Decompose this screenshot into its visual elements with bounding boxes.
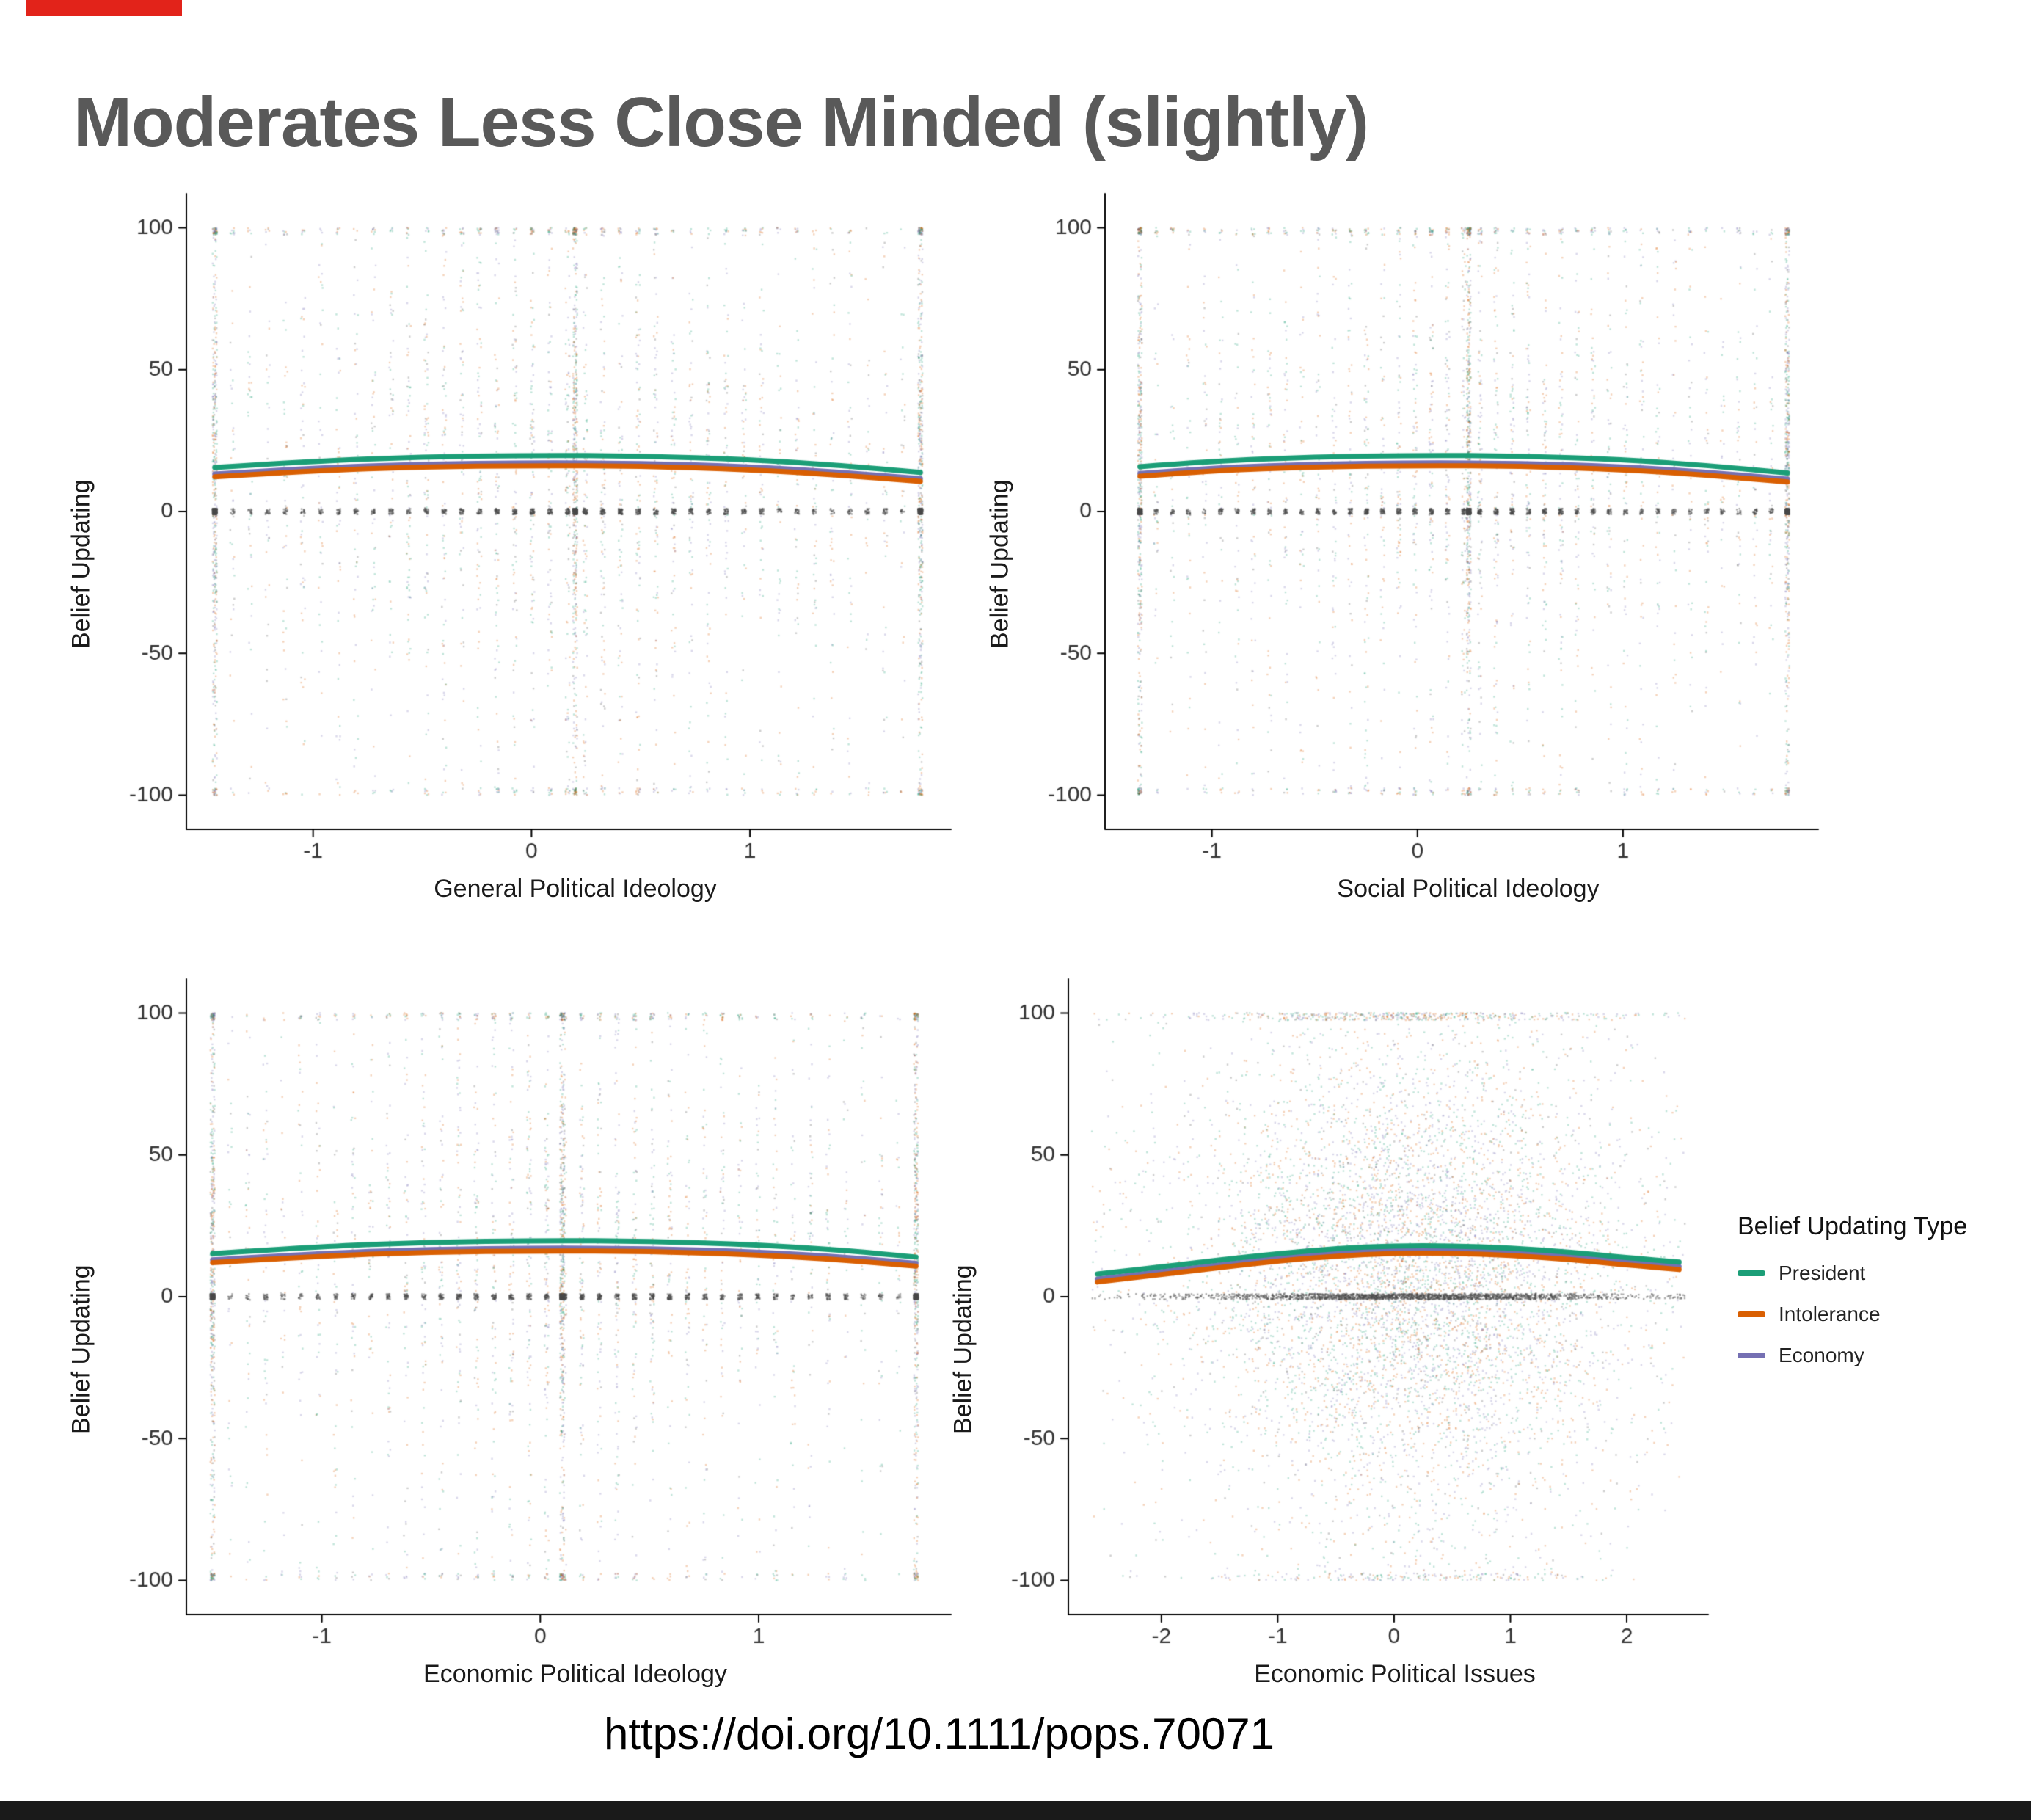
x-axis-title: Economic Political Issues bbox=[1254, 1660, 1536, 1688]
scatter-chart-canvas-social bbox=[1017, 182, 1831, 872]
doi-link: https://doi.org/10.1111/pops.70071 bbox=[603, 1709, 1275, 1758]
intolerance-line-swatch bbox=[1738, 1311, 1765, 1317]
economy-line-swatch bbox=[1738, 1353, 1765, 1358]
red-accent-bar bbox=[26, 0, 182, 16]
y-axis-title: Belief Updating bbox=[949, 1264, 977, 1434]
president-line-swatch bbox=[1738, 1270, 1765, 1276]
legend-title: Belief Updating Type bbox=[1738, 1212, 1968, 1240]
scatter-chart-canvas-general bbox=[98, 182, 964, 872]
legend: Belief Updating Type President Intoleran… bbox=[1738, 1212, 2016, 1385]
x-axis-title: Economic Political Ideology bbox=[423, 1660, 727, 1688]
legend-item-label: President bbox=[1779, 1262, 1866, 1284]
legend-item-label: Intolerance bbox=[1779, 1303, 1881, 1325]
bottom-accent-bar bbox=[0, 1801, 2031, 1820]
y-axis-title: Belief Updating bbox=[985, 479, 1014, 649]
legend-item-label: Economy bbox=[1779, 1344, 1864, 1366]
x-axis-title: General Political Ideology bbox=[434, 875, 717, 903]
panel-economic-political-issues: Belief Updating Economic Political Issue… bbox=[947, 967, 1721, 1689]
y-axis-title: Belief Updating bbox=[67, 479, 95, 649]
slide-title: Moderates Less Close Minded (slightly) bbox=[73, 83, 1369, 162]
scatter-chart-canvas-economic-ideology bbox=[98, 967, 964, 1657]
panel-social-political-ideology: Belief Updating Social Political Ideolog… bbox=[983, 182, 1831, 903]
legend-item-economy: Economy bbox=[1738, 1344, 2016, 1367]
panel-general-political-ideology: Belief Updating General Political Ideolo… bbox=[65, 182, 964, 903]
legend-item-president: President bbox=[1738, 1262, 2016, 1285]
legend-item-intolerance: Intolerance bbox=[1738, 1303, 2016, 1326]
scatter-chart-canvas-economic-issues bbox=[980, 967, 1721, 1657]
panel-economic-political-ideology: Belief Updating Economic Political Ideol… bbox=[65, 967, 964, 1689]
x-axis-title: Social Political Ideology bbox=[1337, 875, 1600, 903]
y-axis-title: Belief Updating bbox=[67, 1264, 95, 1434]
